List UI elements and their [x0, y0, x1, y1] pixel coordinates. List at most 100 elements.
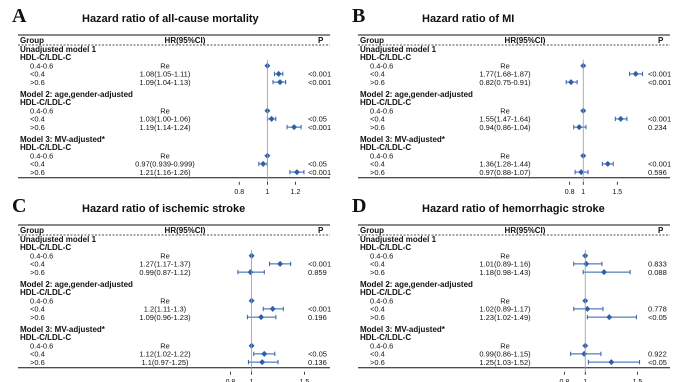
panel-title: Hazard ratio of ischemic stroke [82, 203, 245, 215]
subgroup-label: HDL-C/LDL-C [20, 143, 71, 152]
model-label: Unadjusted model 1 [20, 45, 97, 54]
hr-value: Re [160, 61, 170, 70]
hr-marker [608, 359, 615, 366]
hr-value: 1.19(1.14-1.24) [139, 123, 191, 132]
row-label: >0.6 [30, 78, 45, 87]
row-label: <0.4 [30, 70, 45, 79]
subgroup-label: HDL-C/LDL-C [360, 333, 411, 342]
hr-value: 1.55(1.47-1.64) [479, 115, 531, 124]
hr-marker [293, 169, 300, 176]
hr-value: Re [160, 296, 170, 305]
column-header-hr: HR(95%CI) [165, 226, 206, 235]
hr-value: 1.01(0.89-1.16) [479, 260, 531, 269]
p-value: 0.922 [648, 350, 667, 359]
row-label: >0.6 [370, 123, 385, 132]
row-label: 0.4-0.6 [30, 61, 53, 70]
p-value: <0.05 [648, 358, 667, 367]
hr-value: 1.21(1.16-1.26) [139, 168, 191, 177]
row-label: >0.6 [370, 168, 385, 177]
hr-value: 0.94(0.86-1.04) [479, 123, 531, 132]
row-label: >0.6 [370, 313, 385, 322]
x-tick-label: 1 [265, 189, 269, 196]
hr-value: Re [160, 106, 170, 115]
hr-value: 0.82(0.75-0.91) [479, 78, 531, 87]
row-label: <0.4 [30, 260, 45, 269]
hr-value: Re [500, 61, 510, 70]
row-label: 0.4-0.6 [30, 151, 53, 160]
panel-letter: C [12, 195, 26, 217]
x-tick-label: 1.5 [612, 189, 622, 196]
hr-value: Re [500, 151, 510, 160]
hr-value: 1.12(1.02-1.22) [139, 350, 191, 359]
hr-marker [584, 305, 591, 312]
subgroup-label: HDL-C/LDL-C [20, 243, 71, 252]
p-value: <0.001 [308, 78, 331, 87]
panel-title: Hazard ratio of hemorrhagic stroke [422, 203, 605, 215]
x-tick-label: 0.8 [565, 189, 575, 196]
model-label: Model 2: age,gender-adjusted [360, 280, 473, 289]
p-value: <0.001 [308, 70, 331, 79]
hr-marker [277, 260, 284, 267]
hr-marker [581, 350, 588, 357]
hr-marker [258, 314, 265, 321]
row-label: <0.4 [370, 160, 385, 169]
hr-marker [268, 115, 275, 122]
panel-title: Hazard ratio of MI [422, 13, 514, 25]
subgroup-label: HDL-C/LDL-C [360, 243, 411, 252]
hr-value: 1.77(1.68-1.87) [479, 70, 531, 79]
hr-value: Re [500, 341, 510, 350]
hr-value: 0.99(0.87-1.12) [139, 268, 191, 277]
hr-value: 0.99(0.86-1.15) [479, 350, 531, 359]
hr-value: 1.36(1.28-1.44) [479, 160, 531, 169]
column-header-p: P [658, 226, 664, 235]
column-header-hr: HR(95%CI) [505, 226, 546, 235]
row-label: 0.4-0.6 [30, 341, 53, 350]
row-label: 0.4-0.6 [370, 61, 393, 70]
row-label: <0.4 [30, 115, 45, 124]
row-label: <0.4 [370, 115, 385, 124]
hr-marker [261, 350, 268, 357]
hr-value: 0.97(0.88-1.07) [479, 168, 531, 177]
x-tick-label: 1 [583, 379, 587, 382]
panel-letter: A [12, 5, 27, 27]
hr-marker [567, 79, 574, 86]
hr-value: Re [160, 151, 170, 160]
row-label: >0.6 [30, 268, 45, 277]
x-tick-label: 1.5 [300, 379, 310, 382]
row-label: >0.6 [370, 358, 385, 367]
hr-marker [601, 269, 608, 276]
hr-value: Re [500, 296, 510, 305]
panel-title: Hazard ratio of all-cause mortality [82, 13, 260, 25]
row-label: >0.6 [370, 268, 385, 277]
p-value: <0.05 [648, 313, 667, 322]
x-tick-label: 1 [250, 379, 254, 382]
row-label: <0.4 [30, 350, 45, 359]
column-header-p: P [658, 36, 664, 45]
column-header-hr: HR(95%CI) [165, 36, 206, 45]
p-value: 0.778 [648, 305, 667, 314]
subgroup-label: HDL-C/LDL-C [20, 288, 71, 297]
row-label: >0.6 [30, 168, 45, 177]
row-label: <0.4 [30, 305, 45, 314]
hr-marker [275, 70, 282, 77]
row-label: <0.4 [370, 260, 385, 269]
hr-marker [604, 160, 611, 167]
row-label: 0.4-0.6 [370, 106, 393, 115]
hr-value: Re [500, 251, 510, 260]
panel-letter: D [352, 195, 366, 217]
p-value: <0.001 [308, 168, 331, 177]
hr-marker [576, 124, 583, 131]
subgroup-label: HDL-C/LDL-C [360, 53, 411, 62]
model-label: Model 3: MV-adjusted* [20, 135, 106, 144]
x-tick-label: 0.8 [226, 379, 236, 382]
model-label: Unadjusted model 1 [360, 235, 437, 244]
row-label: 0.4-0.6 [30, 106, 53, 115]
model-label: Model 3: MV-adjusted* [20, 325, 106, 334]
hr-value: 1.25(1.03-1.52) [479, 358, 531, 367]
row-label: <0.4 [370, 70, 385, 79]
hr-marker [259, 359, 266, 366]
p-value: <0.05 [308, 350, 327, 359]
row-label: <0.4 [30, 160, 45, 169]
p-value: <0.001 [648, 70, 671, 79]
